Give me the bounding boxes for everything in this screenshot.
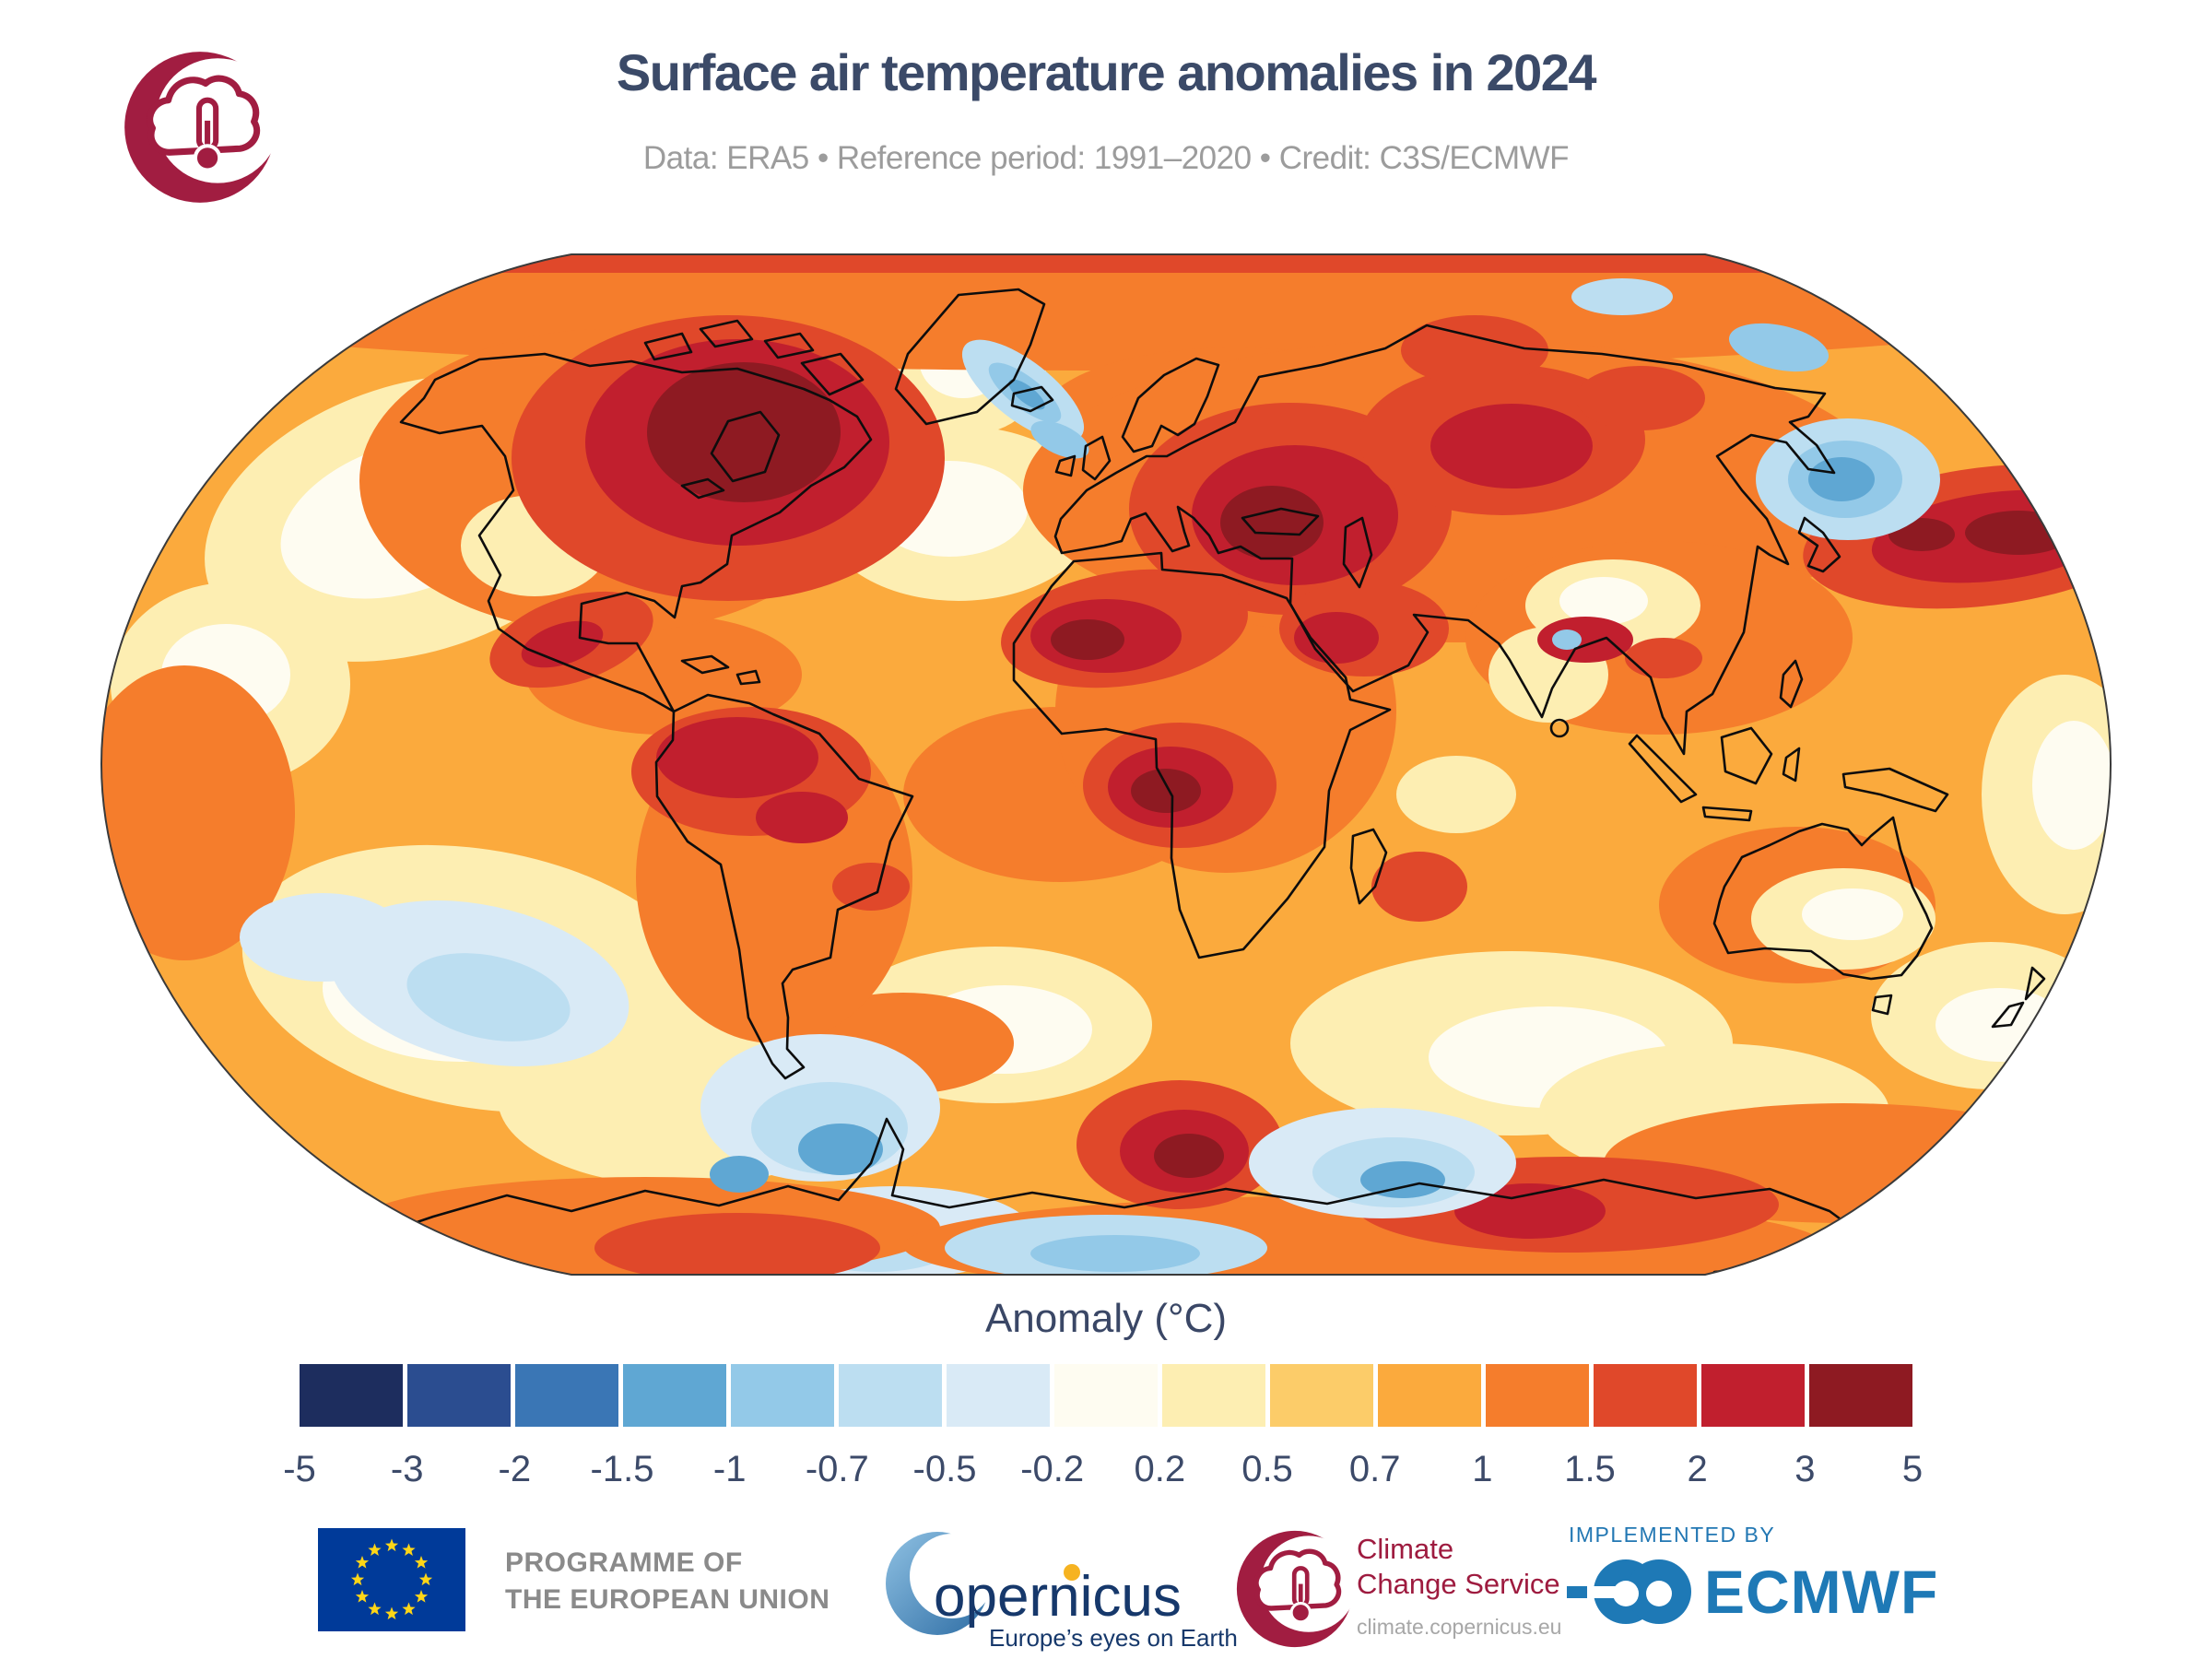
page-subtitle: Data: ERA5 • Reference period: 1991–2020…: [642, 140, 1570, 176]
colorbar-tick-label: -1.5: [590, 1449, 654, 1489]
colorbar: [300, 1364, 1912, 1427]
c3s-service-label: Climate Change Service: [1357, 1532, 1560, 1602]
colorbar-cell: [731, 1364, 834, 1427]
colorbar-cell: [1701, 1364, 1805, 1427]
colorbar-tick-label: -5: [283, 1449, 316, 1489]
eu-programme-line1: PROGRAMME OF: [505, 1547, 743, 1578]
ecmwf-wordmark: ECMWF: [1704, 1558, 1939, 1626]
colorbar-tick-label: 0.7: [1348, 1449, 1401, 1489]
colorbar-tick-label: 2: [1687, 1449, 1708, 1489]
c3s-footer-logo: [1236, 1530, 1354, 1648]
thermometer-bulb: [193, 144, 222, 172]
colorbar-tick-label: 1: [1472, 1449, 1493, 1489]
eu-programme-label: PROGRAMME OF THE EUROPEAN UNION: [505, 1545, 830, 1618]
colorbar-cell: [1054, 1364, 1158, 1427]
coastlines: [385, 288, 2046, 1274]
colorbar-cell: [947, 1364, 1050, 1427]
colorbar-cell: [1486, 1364, 1589, 1427]
colorbar-tick-label: -1: [712, 1449, 747, 1489]
colorbar-cell: [839, 1364, 942, 1427]
eu-flag: [318, 1528, 465, 1631]
colorbar-tick-label: 1.5: [1564, 1449, 1616, 1489]
colorbar-tick-label: 0.2: [1134, 1449, 1186, 1489]
colorbar-tick-label: -0.7: [805, 1449, 869, 1489]
eu-programme-line2: THE EUROPEAN UNION: [505, 1584, 830, 1615]
copernicus-logo: opernicus Europe’s eyes on Earth: [886, 1532, 1238, 1652]
copernicus-crescent: [886, 1532, 989, 1635]
colorbar-cell: [1594, 1364, 1697, 1427]
eu-flag-stars: [350, 1538, 433, 1620]
colorbar-cell: [407, 1364, 511, 1427]
colorbar-cell: [1270, 1364, 1373, 1427]
copernicus-tagline: Europe’s eyes on Earth: [989, 1624, 1238, 1652]
colorbar-cell: [300, 1364, 403, 1427]
colorbar-cell: [1809, 1364, 1912, 1427]
world-anomaly-map: [92, 241, 2120, 1288]
c3s-cloud-thermometer-logo: [124, 52, 276, 203]
colorbar-title: Anomaly (°C): [984, 1296, 1228, 1341]
c3s-label-line1: Climate: [1357, 1533, 1454, 1565]
colorbar-tick-label: 5: [1901, 1449, 1924, 1489]
c3s-url: climate.copernicus.eu: [1357, 1615, 1562, 1639]
copernicus-wordmark: opernicus: [934, 1565, 1182, 1629]
c3s-label-line2: Change Service: [1357, 1568, 1560, 1600]
colorbar-cell: [623, 1364, 726, 1427]
thermometer-bulb: [1289, 1602, 1312, 1624]
copernicus-satellite-dot: [1064, 1564, 1080, 1581]
colorbar-tick-label: -0.2: [1020, 1449, 1085, 1489]
anomaly-field: [101, 254, 2111, 1275]
colorbar-cell: [1162, 1364, 1265, 1427]
colorbar-tick-label: -3: [390, 1449, 424, 1489]
colorbar-tick-label: 3: [1794, 1449, 1816, 1489]
colorbar-ticks: -5 -3 -2 -1.5 -1 -0.7 -0.5 -0.2 0.2 0.5 0.7 1 1.5 2 3 5: [283, 1449, 1923, 1495]
colorbar-cell: [1378, 1364, 1481, 1427]
colorbar-tick-label: 0.5: [1241, 1449, 1293, 1489]
ecmwf-monogram-icon: [1567, 1559, 1691, 1624]
colorbar-cell: [515, 1364, 618, 1427]
map-outline: [100, 253, 2112, 1276]
page-title: Surface air temperature anomalies in 202…: [616, 43, 1597, 101]
colorbar-tick-label: -2: [498, 1449, 532, 1489]
colorbar-tick-label: -0.5: [912, 1449, 977, 1489]
implemented-by-label: IMPLEMENTED BY: [1569, 1523, 1776, 1547]
ecmwf-logo-block: IMPLEMENTED BY ECMWF: [1567, 1523, 1938, 1627]
